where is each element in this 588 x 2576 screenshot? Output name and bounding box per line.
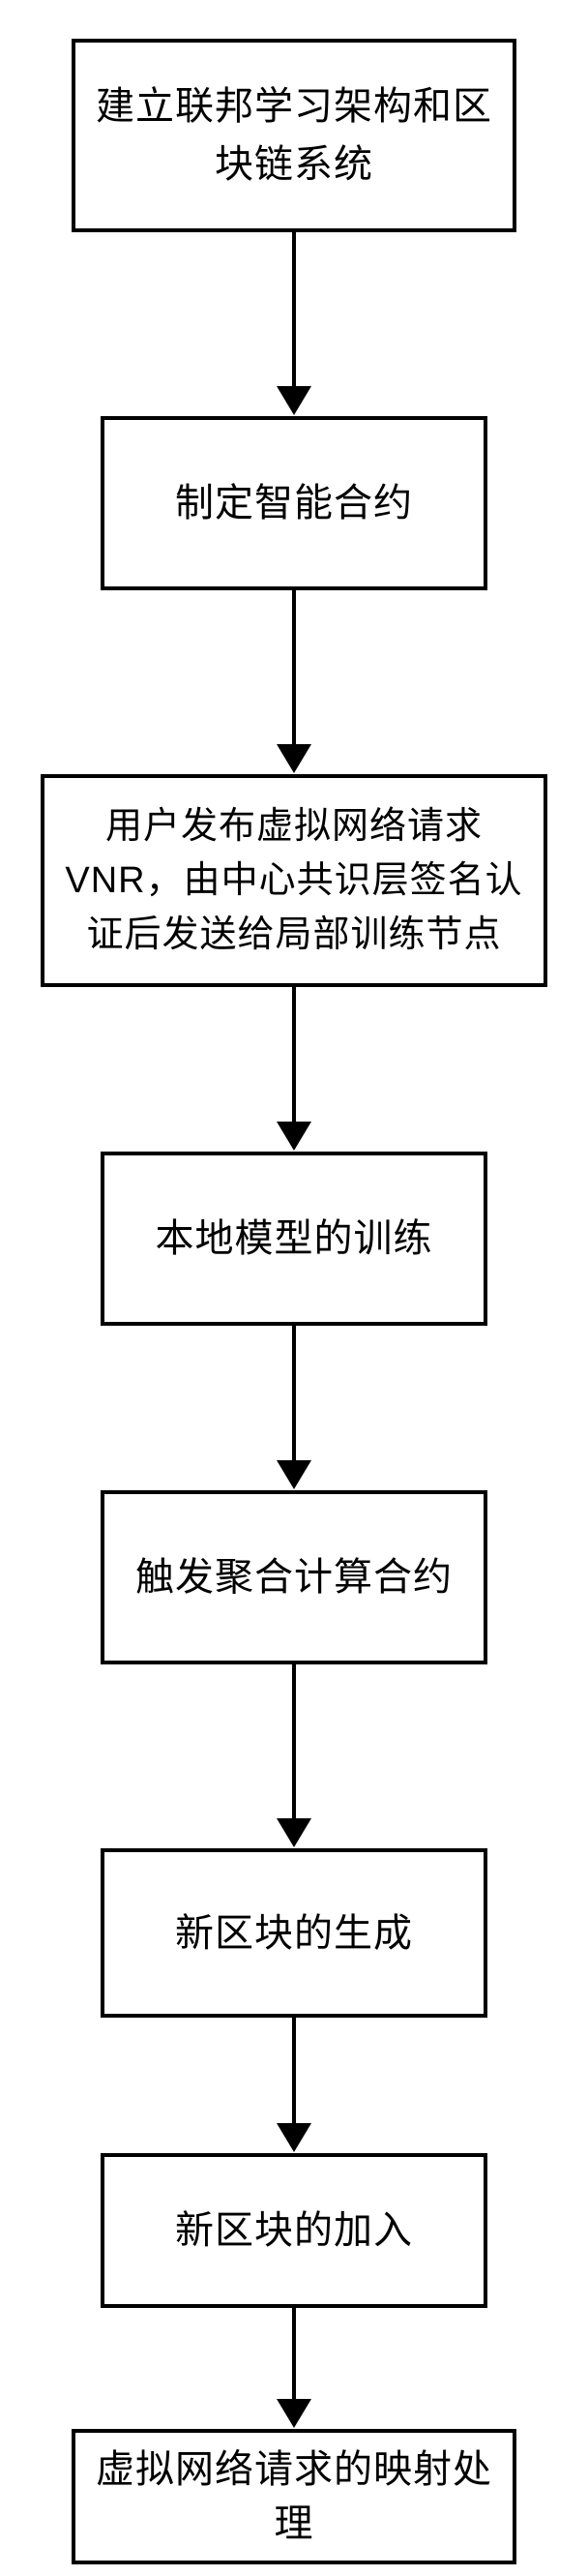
arrow-head-icon (277, 1460, 311, 1489)
flow-arrow-1 (277, 232, 311, 415)
flow-arrow-2 (277, 590, 311, 773)
flow-node-label: 新区块的加入 (175, 2202, 413, 2260)
arrow-line (292, 232, 296, 387)
flow-node-label: 新区块的生成 (175, 1904, 413, 1962)
flowchart-container: 建立联邦学习架构和区块链系统制定智能合约用户发布虚拟网络请求VNR，由中心共识层… (0, 0, 588, 2576)
flow-node-n3: 用户发布虚拟网络请求VNR，由中心共识层签名认证后发送给局部训练节点 (41, 774, 547, 987)
arrow-line (292, 590, 296, 745)
flow-arrow-5 (277, 1664, 311, 1847)
flow-node-label: 用户发布虚拟网络请求VNR，由中心共识层签名认证后发送给局部训练节点 (64, 799, 524, 962)
arrow-line (292, 1664, 296, 1819)
flow-node-n1: 建立联邦学习架构和区块链系统 (72, 39, 516, 232)
arrow-head-icon (277, 1122, 311, 1151)
flow-node-n6: 新区块的生成 (101, 1848, 487, 2018)
arrow-head-icon (277, 1818, 311, 1847)
flow-node-label: 虚拟网络请求的映射处理 (95, 2442, 493, 2551)
flow-node-n7: 新区块的加入 (101, 2153, 487, 2308)
flow-node-label: 建立联邦学习架构和区块链系统 (95, 77, 493, 194)
flow-arrow-3 (277, 987, 311, 1151)
flow-node-n5: 触发聚合计算合约 (101, 1490, 487, 1664)
arrow-head-icon (277, 386, 311, 415)
flow-arrow-4 (277, 1326, 311, 1489)
flow-node-label: 触发聚合计算合约 (135, 1548, 453, 1606)
flow-node-n8: 虚拟网络请求的映射处理 (72, 2429, 516, 2564)
arrow-head-icon (277, 744, 311, 773)
arrow-line (292, 2308, 296, 2400)
flow-node-n2: 制定智能合约 (101, 416, 487, 590)
flow-arrow-6 (277, 2018, 311, 2152)
arrow-line (292, 1326, 296, 1461)
arrow-line (292, 987, 296, 1123)
arrow-head-icon (277, 2123, 311, 2152)
arrow-line (292, 2018, 296, 2124)
arrow-head-icon (277, 2399, 311, 2428)
flow-node-n4: 本地模型的训练 (101, 1152, 487, 1326)
flow-arrow-7 (277, 2308, 311, 2428)
flow-node-label: 制定智能合约 (175, 474, 413, 532)
flow-node-label: 本地模型的训练 (156, 1210, 433, 1268)
